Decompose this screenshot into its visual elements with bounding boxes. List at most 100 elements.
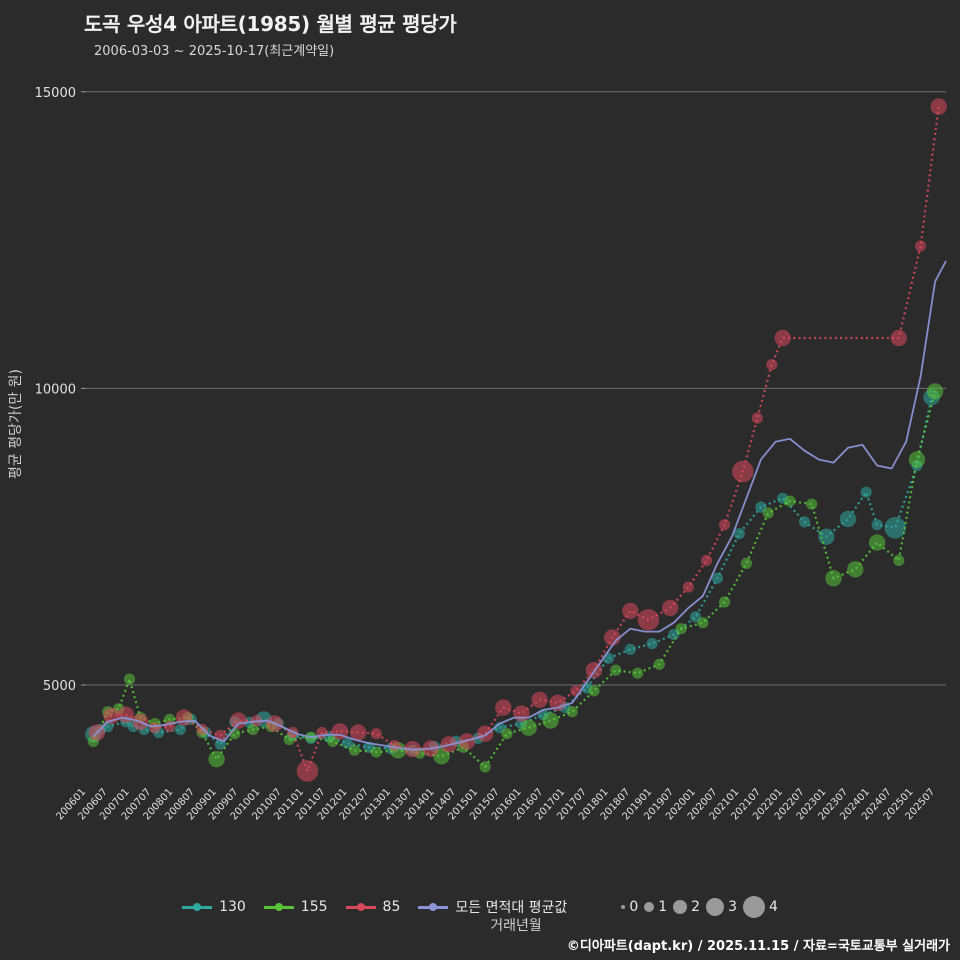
series-line-모든-면적대-평균값 (92, 260, 947, 751)
legend-size-dot-icon (706, 898, 725, 916)
series-point (762, 507, 774, 519)
series-point (915, 240, 927, 252)
series-point (884, 517, 906, 539)
legend-swatch-icon (182, 901, 213, 913)
series-point (818, 528, 835, 545)
series-point (662, 599, 679, 617)
legend-size-dot-icon (644, 902, 655, 912)
series-point (890, 329, 907, 347)
series-point (542, 712, 559, 729)
series-point (566, 706, 578, 718)
y-axis-tick-label: 5000 (43, 679, 76, 694)
series-point (806, 498, 818, 510)
series-line-130 (92, 397, 933, 752)
legend-item-모든-면적대-평균값[interactable]: 모든 면적대 평균값 (418, 897, 567, 917)
legend-item-label: 모든 면적대 평균값 (455, 900, 568, 916)
legend-size-label: 2 (691, 899, 701, 915)
legend-size-item: 4 (743, 896, 778, 918)
series-point (930, 98, 947, 115)
series-point (646, 637, 658, 650)
series-point (637, 609, 660, 631)
series-point (610, 664, 622, 676)
legend-item-label: 155 (300, 899, 328, 915)
series-point (348, 744, 361, 756)
series-point (825, 570, 842, 587)
series-point (871, 519, 883, 531)
legend-size-dot-icon (743, 896, 765, 918)
series-point (477, 725, 494, 742)
legend-size-dot-icon (621, 905, 626, 909)
series-point (123, 673, 136, 685)
chart-footer-credit: ©디아파트(dapt.kr) / 2025.11.15 / 자료=국토교통부 실… (566, 939, 950, 954)
series-point (798, 516, 811, 528)
series-point (868, 534, 886, 551)
series-point (766, 359, 778, 371)
legend-size-item: 1 (644, 899, 667, 915)
series-point (711, 572, 724, 584)
legend-size-label: 4 (769, 899, 778, 915)
series-point (733, 528, 745, 540)
series-point (520, 719, 537, 736)
series-point (622, 602, 639, 620)
series-point (370, 746, 382, 758)
series-point (697, 617, 709, 629)
series-point (501, 728, 513, 740)
series-point (479, 761, 491, 773)
series-point (847, 561, 864, 578)
series-point (751, 412, 763, 424)
series-point (624, 643, 636, 656)
series-point (908, 451, 926, 468)
legend-item-label: 130 (219, 899, 246, 915)
series-point (174, 723, 186, 736)
series-point (653, 658, 665, 670)
series-line-85 (96, 106, 940, 773)
x-axis-label: 거래년월 (490, 918, 542, 934)
page-title: 도곡 우성4 아파트(1985) 월별 평균 평당가 (84, 12, 457, 36)
legend-size-label: 1 (658, 899, 668, 915)
series-point (149, 722, 161, 734)
series-point (350, 724, 367, 741)
series-point (740, 557, 753, 570)
series-point (675, 623, 687, 635)
series-point (513, 705, 530, 722)
legend-item-130[interactable]: 130 (182, 899, 246, 915)
series-point (604, 629, 621, 646)
series-point (700, 554, 713, 567)
series-point (208, 751, 225, 768)
series-point (732, 460, 754, 483)
series-point (602, 652, 615, 664)
series-point (495, 699, 512, 716)
series-point (296, 760, 319, 782)
series-point (196, 723, 208, 736)
series-point (247, 723, 259, 736)
series-point (719, 596, 731, 608)
chart-legend: 130 155 85 모든 면적대 평균값 0 1 2 3 4 (0, 890, 960, 924)
series-point (175, 709, 193, 726)
legend-size-item: 2 (673, 899, 700, 915)
series-point (588, 685, 600, 697)
legend-swatch-icon (263, 901, 294, 913)
y-axis-tick-label: 15000 (35, 86, 76, 101)
series-point (719, 519, 731, 531)
legend-item-155[interactable]: 155 (263, 899, 328, 915)
series-point (531, 691, 548, 708)
series-point (839, 510, 857, 528)
legend-size-item: 3 (706, 898, 737, 916)
page-subtitle: 2006-03-03 ~ 2025-10-17(최근계약일) (94, 44, 335, 59)
series-point (341, 737, 353, 749)
legend-item-label: 85 (382, 899, 401, 915)
series-point (926, 383, 944, 400)
legend-size-dot-icon (673, 900, 688, 914)
series-point (784, 495, 796, 507)
series-point (388, 739, 400, 752)
legend-swatch-icon (418, 901, 449, 913)
series-point (774, 329, 791, 347)
legend-size-label: 0 (629, 899, 639, 915)
legend-size-scale: 0 1 2 3 4 (621, 896, 778, 918)
series-point (682, 581, 695, 593)
legend-swatch-icon (345, 901, 376, 913)
legend-item-85[interactable]: 85 (345, 899, 401, 915)
series-point (893, 554, 905, 567)
series-point (370, 728, 382, 740)
